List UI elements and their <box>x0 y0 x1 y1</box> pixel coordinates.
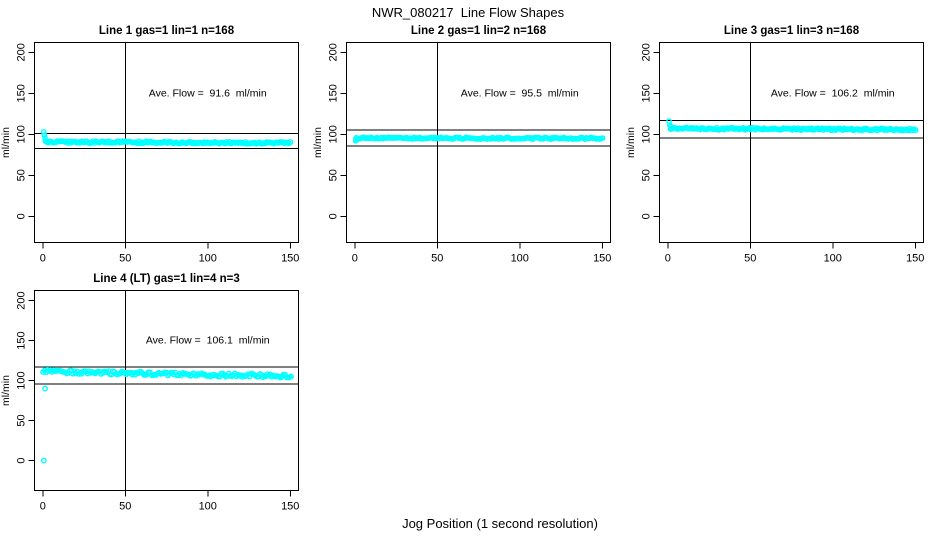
x-tick-label: 50 <box>119 501 131 513</box>
y-axis-label: ml/min <box>0 127 12 158</box>
y-tick-label: 0 <box>328 213 340 219</box>
panel-4: Line 4 (LT) gas=1 lin=4 n=3 0 50 100 150 200 0… <box>0 273 299 513</box>
x-tick-label: 50 <box>744 253 756 265</box>
y-tick-label: 100 <box>328 125 340 143</box>
x-tick-label: 0 <box>40 253 46 265</box>
y-tick-label: 150 <box>16 331 28 349</box>
y-axis-label: ml/min <box>0 375 12 406</box>
y-tick-label: 150 <box>328 84 340 102</box>
x-tick-label: 100 <box>824 253 842 265</box>
x-tick-label: 150 <box>281 501 299 513</box>
x-tick-label: 0 <box>40 501 46 513</box>
x-tick-label: 150 <box>281 253 299 265</box>
x-tick-label: 100 <box>199 253 217 265</box>
panel-1: Line 1 gas=1 lin=1 n=168 0 50 100 150 200 0 50 1… <box>0 25 299 265</box>
x-tick-label: 0 <box>665 253 671 265</box>
y-tick-label: 50 <box>641 169 653 181</box>
y-tick-label: 100 <box>16 371 28 389</box>
y-tick-label: 150 <box>641 84 653 102</box>
y-axis-label: ml/min <box>312 127 324 158</box>
panel-2: Line 2 gas=1 lin=2 n=168 0 50 100 150 200 0 50 1… <box>312 25 611 265</box>
data-points <box>666 118 919 134</box>
y-tick-label: 100 <box>641 125 653 143</box>
main-title: NWR_080217 Line Flow Shapes <box>371 5 565 20</box>
y-tick-label: 50 <box>328 169 340 181</box>
y-tick-label: 200 <box>16 291 28 309</box>
x-tick-label: 100 <box>199 501 217 513</box>
y-tick-label: 0 <box>641 213 653 219</box>
y-tick-label: 100 <box>16 125 28 143</box>
average-flow-annotation: Ave. Flow = 91.6 ml/min <box>149 88 267 100</box>
plot-box <box>34 290 299 491</box>
y-tick-label: 50 <box>16 414 28 426</box>
y-tick-label: 200 <box>16 43 28 61</box>
panel-3: Line 3 gas=1 lin=3 n=168 0 50 100 150 200 0 50 1… <box>625 25 924 265</box>
data-points <box>40 366 294 464</box>
x-axis-label: Jog Position (1 second resolution) <box>402 516 598 531</box>
panel-title: Line 4 (LT) gas=1 lin=4 n=3 <box>93 273 239 285</box>
y-tick-label: 200 <box>328 43 340 61</box>
y-axis-label: ml/min <box>625 127 637 158</box>
x-tick-label: 100 <box>511 253 529 265</box>
x-tick-label: 50 <box>119 253 131 265</box>
average-flow-annotation: Ave. Flow = 106.1 ml/min <box>146 335 270 347</box>
y-tick-label: 150 <box>16 84 28 102</box>
y-tick-label: 200 <box>641 43 653 61</box>
plot-box <box>659 42 924 243</box>
y-tick-label: 50 <box>16 169 28 181</box>
panel-title: Line 3 gas=1 lin=3 n=168 <box>724 25 860 37</box>
average-flow-annotation: Ave. Flow = 95.5 ml/min <box>461 88 579 100</box>
panel-title: Line 2 gas=1 lin=2 n=168 <box>411 25 547 37</box>
data-points <box>40 128 294 147</box>
y-tick-label: 0 <box>16 213 28 219</box>
y-tick-label: 0 <box>16 457 28 463</box>
x-tick-label: 0 <box>352 253 358 265</box>
panel-title: Line 1 gas=1 lin=1 n=168 <box>99 25 235 37</box>
x-tick-label: 150 <box>906 253 924 265</box>
average-flow-annotation: Ave. Flow = 106.2 ml/min <box>771 88 895 100</box>
data-points <box>352 134 606 144</box>
plot-box <box>34 42 299 243</box>
plot-box <box>346 42 611 243</box>
x-tick-label: 50 <box>431 253 443 265</box>
x-tick-label: 150 <box>593 253 611 265</box>
